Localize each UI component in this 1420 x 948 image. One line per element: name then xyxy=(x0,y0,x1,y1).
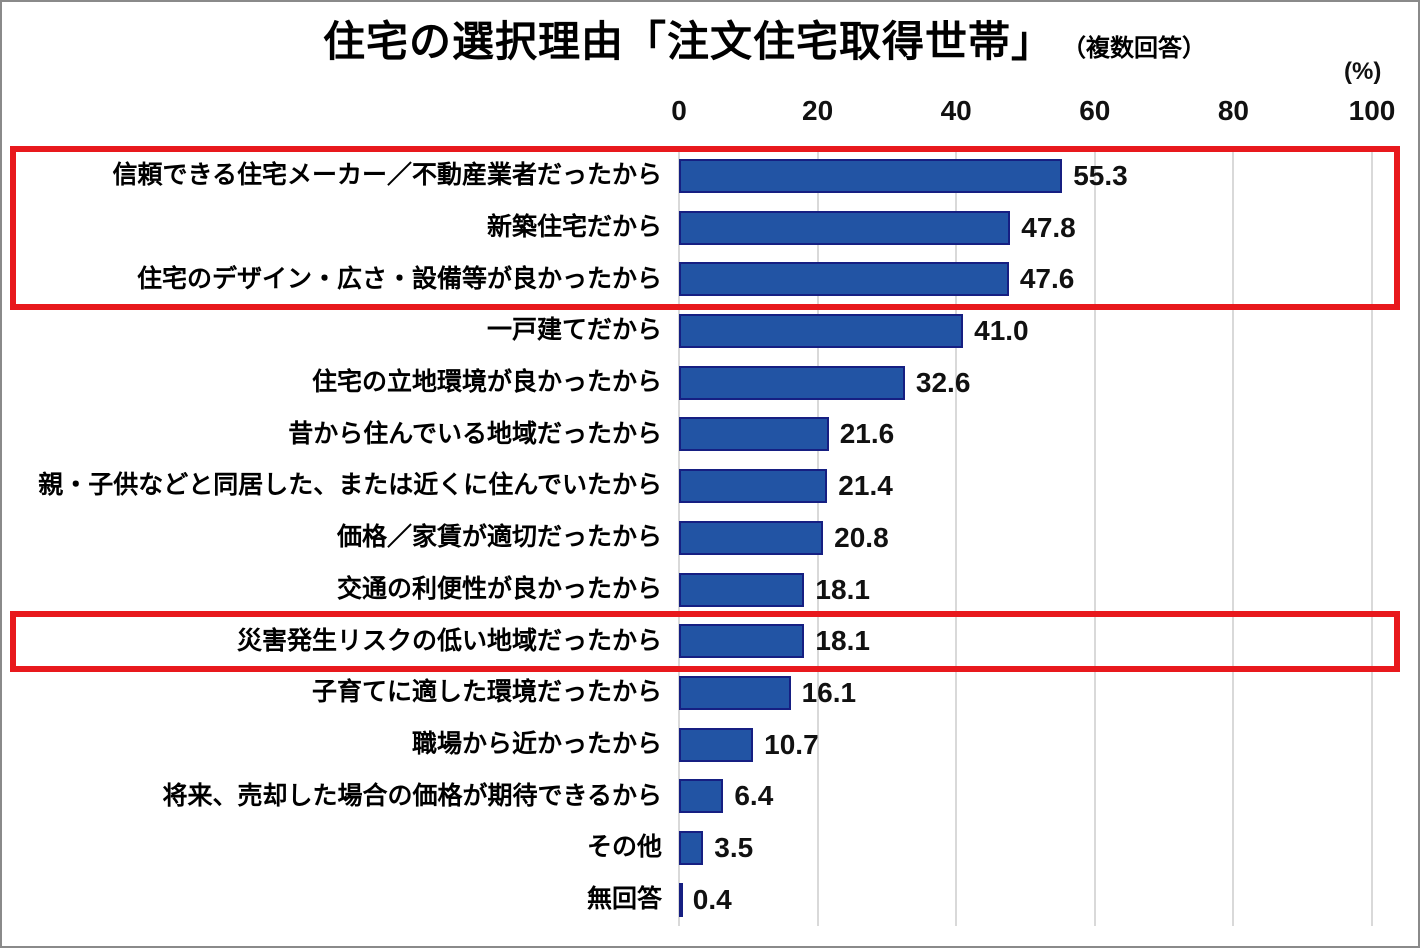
bar-track: 47.8 xyxy=(679,202,1372,254)
x-tick-label: 0 xyxy=(671,95,687,126)
gridline xyxy=(1371,150,1373,926)
x-tick-label: 20 xyxy=(802,95,834,126)
value-label: 32.6 xyxy=(915,366,971,398)
gridline xyxy=(1232,150,1235,926)
category-label: その他 xyxy=(586,833,662,862)
x-tick-label: 60 xyxy=(1079,95,1111,126)
bar-track: 10.7 xyxy=(679,719,1372,771)
bar-track: 47.6 xyxy=(679,253,1372,305)
bar xyxy=(679,417,829,452)
bar xyxy=(679,314,964,349)
category-label: 住宅のデザイン・広さ・設備等が良かったから xyxy=(136,264,662,293)
value-label: 3.5 xyxy=(714,832,754,864)
value-label: 47.6 xyxy=(1019,263,1075,295)
value-label: 0.4 xyxy=(692,883,732,915)
bar-track: 55.3 xyxy=(679,150,1372,202)
value-label: 16.1 xyxy=(801,677,857,709)
bar xyxy=(679,262,1009,297)
bar-track: 18.1 xyxy=(679,615,1372,667)
bar-track: 18.1 xyxy=(679,564,1372,616)
category-label: 将来、売却した場合の価格が期待できるから xyxy=(162,781,662,810)
bar xyxy=(679,365,905,400)
bar-row: 昔から住んでいる地域だったから 21.6 xyxy=(0,409,1420,461)
bar-row: 親・子供などと同居した、または近くに住んでいたから 21.4 xyxy=(0,460,1420,512)
bar xyxy=(679,520,824,555)
category-label: 無回答 xyxy=(586,885,662,914)
bar xyxy=(679,831,704,866)
x-tick-label: 80 xyxy=(1217,95,1249,126)
x-tick-label: 100 xyxy=(1348,95,1396,126)
category-label: 昔から住んでいる地域だったから xyxy=(288,419,662,448)
bar-row: 災害発生リスクの低い地域だったから 18.1 xyxy=(0,615,1420,667)
highlight-box xyxy=(10,145,1400,310)
bar-track: 20.8 xyxy=(679,512,1372,564)
value-label: 18.1 xyxy=(815,573,870,605)
chart-header: 住宅の選択理由「注文住宅取得世帯」 （複数回答） xyxy=(323,8,1206,69)
bar xyxy=(679,572,805,607)
value-label: 18.1 xyxy=(815,625,870,657)
bar xyxy=(679,158,1063,193)
bar xyxy=(679,676,791,711)
value-label: 41.0 xyxy=(974,315,1029,347)
value-label: 55.3 xyxy=(1073,159,1128,191)
value-label: 21.6 xyxy=(839,418,895,450)
bar-row: 価格／家賃が適切だったから 20.8 xyxy=(0,512,1420,564)
value-label: 6.4 xyxy=(734,780,774,812)
category-label: 一戸建てだから xyxy=(486,316,662,345)
bar xyxy=(679,469,828,504)
bar-row: 交通の利便性が良かったから 18.1 xyxy=(0,564,1420,616)
highlight-box xyxy=(10,611,1400,672)
bar-rows: 信頼できる住宅メーカー／不動産業者だったから 55.3 新築住宅だから 47.8 住宅の… xyxy=(0,150,1420,926)
bar xyxy=(679,882,683,917)
bar-row: 新築住宅だから 47.8 xyxy=(0,202,1420,254)
bar-track: 32.6 xyxy=(679,357,1372,409)
bar-track: 21.6 xyxy=(679,409,1372,461)
bar xyxy=(679,210,1011,245)
category-label: 価格／家賃が適切だったから xyxy=(336,523,662,552)
bar-row: 職場から近かったから 10.7 xyxy=(0,719,1420,771)
bar-row: 将来、売却した場合の価格が期待できるから 6.4 xyxy=(0,771,1420,823)
bar-row: 一戸建てだから 41.0 xyxy=(0,305,1420,357)
bar-track: 0.4 xyxy=(679,874,1372,926)
category-label: 住宅の立地環境が良かったから xyxy=(311,367,662,396)
bar-row: 住宅のデザイン・広さ・設備等が良かったから 47.6 xyxy=(0,253,1420,305)
bar xyxy=(679,779,724,814)
bar-track: 21.4 xyxy=(679,460,1372,512)
bar-row: その他 3.5 xyxy=(0,822,1420,874)
bar xyxy=(679,727,754,762)
category-label: 信頼できる住宅メーカー／不動産業者だったから xyxy=(112,161,662,190)
value-label: 47.8 xyxy=(1021,211,1076,243)
value-label: 20.8 xyxy=(834,521,889,553)
bar-row: 住宅の立地環境が良かったから 32.6 xyxy=(0,357,1420,409)
bar-track: 3.5 xyxy=(679,822,1372,874)
percent-unit-label: (%) xyxy=(1344,58,1382,85)
category-label: 子育てに適した環境だったから xyxy=(311,678,662,707)
category-label: 新築住宅だから xyxy=(486,212,662,241)
bar-row: 子育てに適した環境だったから 16.1 xyxy=(0,667,1420,719)
value-label: 10.7 xyxy=(764,728,819,760)
bar xyxy=(679,624,805,659)
category-label: 親・子供などと同居した、または近くに住んでいたから xyxy=(38,471,662,500)
gridline xyxy=(955,150,958,926)
gridline xyxy=(1093,150,1096,926)
chart-title: 住宅の選択理由「注文住宅取得世帯」 xyxy=(323,18,1055,65)
multiple-answer-note: （複数回答） xyxy=(1062,35,1207,62)
bar-row: 信頼できる住宅メーカー／不動産業者だったから 55.3 xyxy=(0,150,1420,202)
x-tick-label: 40 xyxy=(940,95,972,126)
bar-row: 無回答 0.4 xyxy=(0,874,1420,926)
value-label: 21.4 xyxy=(838,470,893,502)
category-label: 職場から近かったから xyxy=(411,730,662,759)
category-label: 交通の利便性が良かったから xyxy=(336,574,662,603)
category-label: 災害発生リスクの低い地域だったから xyxy=(236,626,662,655)
bar-track: 41.0 xyxy=(679,305,1372,357)
bar-track: 6.4 xyxy=(679,771,1372,823)
bar-track: 16.1 xyxy=(679,667,1372,719)
